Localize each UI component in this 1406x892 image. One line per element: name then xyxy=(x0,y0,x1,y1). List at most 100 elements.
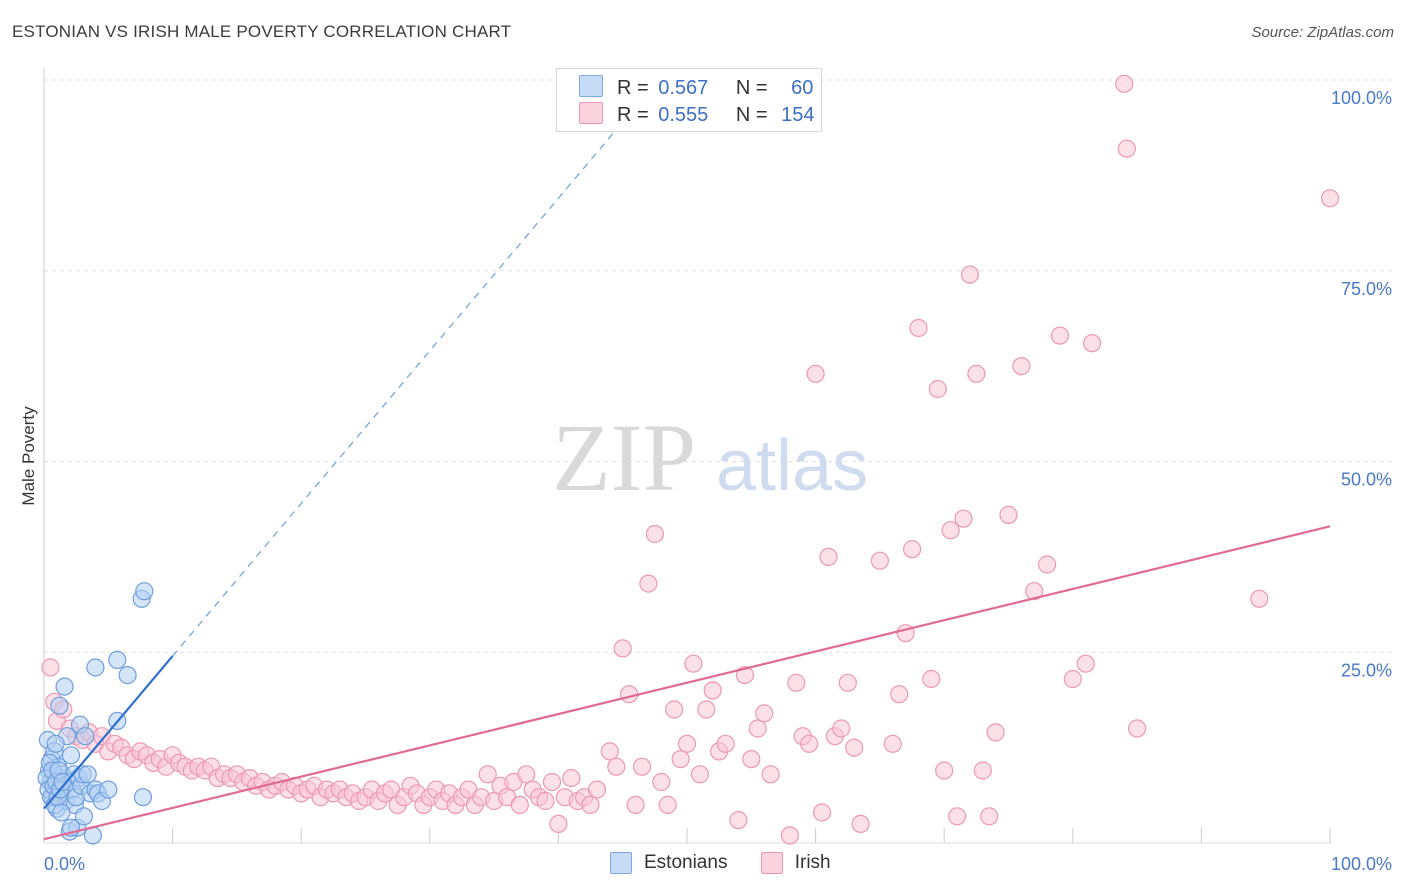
legend-item-estonians[interactable]: Estonians xyxy=(610,852,727,874)
data-point-irish xyxy=(684,654,703,673)
data-point-estonians xyxy=(135,582,154,601)
data-point-estonians xyxy=(46,734,65,753)
n-value: 60 xyxy=(791,77,814,99)
data-point-estonians xyxy=(61,746,81,765)
data-point-irish xyxy=(562,768,581,788)
series-legend: Estonians Irish xyxy=(610,852,859,880)
data-point-irish xyxy=(478,765,497,784)
data-point-irish xyxy=(1127,719,1147,738)
data-point-irish xyxy=(845,738,864,757)
y-axis-label: Male Poverty xyxy=(19,406,38,506)
trend-line-estonians-extension xyxy=(172,121,624,657)
data-point-irish xyxy=(1082,334,1102,353)
data-point-irish xyxy=(890,685,909,704)
data-point-estonians xyxy=(52,803,71,822)
data-point-irish xyxy=(870,551,890,570)
r-value: 0.555 xyxy=(658,104,709,126)
data-point-estonians xyxy=(55,677,74,696)
data-point-irish xyxy=(690,765,710,784)
legend-swatch-irish xyxy=(760,852,783,874)
legend-swatch-estonians xyxy=(579,75,603,97)
data-point-irish xyxy=(980,807,999,826)
data-point-irish xyxy=(909,318,928,338)
data-point-irish xyxy=(1025,582,1044,601)
watermark-zip: ZIP xyxy=(552,404,696,511)
data-point-irish xyxy=(960,265,980,284)
data-point-irish xyxy=(935,761,954,780)
data-point-irish xyxy=(1117,139,1136,158)
data-point-irish xyxy=(832,719,851,738)
trend-line-irish xyxy=(43,525,1331,841)
data-point-estonians xyxy=(74,807,94,826)
data-point-irish xyxy=(632,757,652,776)
data-point-estonians xyxy=(53,772,72,792)
data-point-irish xyxy=(729,810,748,830)
source-label: Source: ZipAtlas.com xyxy=(1251,24,1394,41)
x-tick-label-max: 100.0% xyxy=(1331,854,1392,874)
legend-label-irish: Irish xyxy=(794,852,831,873)
y-tick-label: 75.0% xyxy=(1341,279,1392,299)
data-point-estonians xyxy=(50,696,69,715)
data-point-irish xyxy=(755,704,774,723)
data-point-irish xyxy=(1050,326,1070,345)
n-value: 154 xyxy=(781,104,815,126)
data-point-irish xyxy=(1076,654,1095,673)
data-point-irish xyxy=(1115,74,1134,93)
data-point-irish xyxy=(645,524,665,544)
trend-line-estonians xyxy=(43,655,174,810)
data-point-irish xyxy=(954,509,973,528)
data-point-irish xyxy=(549,814,568,834)
irish-points xyxy=(41,74,1340,845)
data-point-irish xyxy=(928,379,947,399)
n-label: N = xyxy=(735,77,768,99)
data-point-irish xyxy=(819,547,838,567)
data-point-irish xyxy=(517,765,536,784)
tick-labels: 25.0% 50.0% 75.0% 100.0% 0.0% 100.0% xyxy=(44,88,1392,874)
data-point-irish xyxy=(742,749,761,769)
data-point-irish xyxy=(639,574,658,593)
grid-lines xyxy=(44,79,1392,653)
r-label: R = xyxy=(617,104,649,126)
data-point-irish xyxy=(716,734,735,753)
data-point-irish xyxy=(1037,555,1057,574)
data-point-irish xyxy=(1063,669,1082,689)
data-point-estonians xyxy=(118,665,137,685)
trend-lines xyxy=(43,121,1331,841)
data-point-irish xyxy=(664,700,684,719)
data-point-irish xyxy=(787,673,806,692)
legend-swatch-irish xyxy=(579,102,603,124)
data-point-irish xyxy=(838,673,857,692)
data-point-irish xyxy=(652,772,671,792)
data-point-irish xyxy=(536,791,555,811)
data-point-irish xyxy=(677,734,697,753)
watermark: ZIP atlas xyxy=(552,404,868,511)
data-point-irish xyxy=(542,772,562,792)
data-point-irish xyxy=(510,795,529,815)
data-point-irish xyxy=(780,826,800,845)
data-point-irish xyxy=(41,658,60,677)
data-point-irish xyxy=(986,723,1005,742)
data-point-irish xyxy=(999,505,1018,525)
watermark-atlas: atlas xyxy=(716,426,868,506)
data-point-irish xyxy=(600,742,619,761)
data-point-irish xyxy=(626,795,645,815)
data-point-estonians xyxy=(76,727,95,746)
r-label: R = xyxy=(617,77,649,99)
data-point-estonians xyxy=(99,780,118,799)
data-point-irish xyxy=(587,780,607,799)
data-point-irish xyxy=(1012,357,1031,376)
data-point-irish xyxy=(973,761,992,780)
data-point-estonians xyxy=(78,765,97,784)
legend-swatch-estonians xyxy=(610,852,632,874)
estonian-points xyxy=(37,582,154,845)
legend-item-irish[interactable]: Irish xyxy=(760,852,831,874)
x-tick-label-min: 0.0% xyxy=(44,854,85,874)
correlation-legend: R = 0.567 N = 60 R = 0.555 N = 154 xyxy=(556,68,822,132)
data-point-irish xyxy=(581,795,600,815)
y-tick-label: 50.0% xyxy=(1341,470,1392,490)
data-point-irish xyxy=(1250,589,1269,608)
data-point-irish xyxy=(748,719,767,738)
data-point-estonians xyxy=(108,650,127,670)
chart-title: ESTONIAN VS IRISH MALE POVERTY CORRELATI… xyxy=(12,22,512,41)
